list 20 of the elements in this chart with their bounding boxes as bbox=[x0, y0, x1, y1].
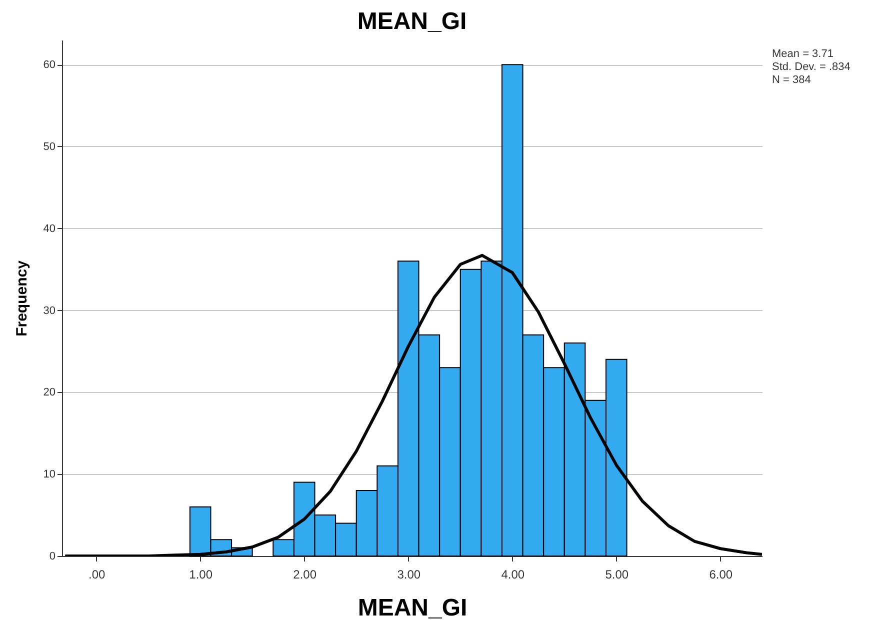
x-tick-label: 2.00 bbox=[293, 568, 317, 582]
text: Std. Dev. = .834 bbox=[772, 61, 850, 73]
x-tick-label: .00 bbox=[88, 568, 106, 582]
x-tick-label: 6.00 bbox=[709, 568, 733, 582]
text: Mean = 3.71 bbox=[772, 48, 834, 60]
chart-title: MEAN_GI bbox=[357, 8, 467, 35]
y-tick-label: 40 bbox=[43, 222, 56, 235]
y-tick-label: 60 bbox=[43, 59, 56, 72]
x-tick-label: 1.00 bbox=[189, 568, 213, 582]
y-tick-label: 20 bbox=[43, 386, 56, 399]
x-tick-label: 3.00 bbox=[397, 568, 421, 582]
text: N = 384 bbox=[772, 74, 811, 86]
y-tick-label: 0 bbox=[49, 550, 56, 562]
y-tick-label: 10 bbox=[43, 468, 56, 481]
x-tick-label: 5.00 bbox=[605, 568, 629, 582]
x-tick-label: 4.00 bbox=[501, 568, 525, 582]
y-tick-label: 30 bbox=[43, 304, 56, 317]
y-tick-label: 50 bbox=[43, 140, 56, 153]
y-axis-title: Frequency bbox=[13, 260, 30, 336]
x-axis-title: MEAN_GI bbox=[358, 594, 468, 622]
